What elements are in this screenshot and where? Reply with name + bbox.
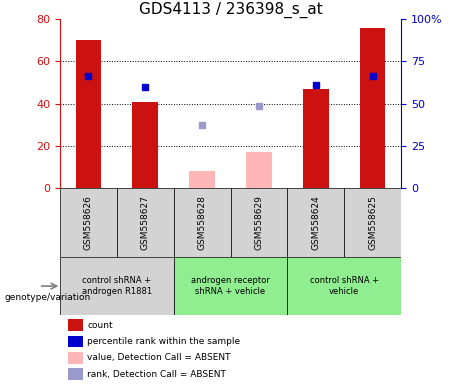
Text: GSM558628: GSM558628 xyxy=(198,195,207,250)
Bar xyxy=(68,368,83,380)
Bar xyxy=(60,257,174,315)
Bar xyxy=(174,188,230,257)
Bar xyxy=(76,40,101,188)
Bar xyxy=(189,171,215,188)
Text: rank, Detection Call = ABSENT: rank, Detection Call = ABSENT xyxy=(88,370,226,379)
Text: GSM558625: GSM558625 xyxy=(368,195,377,250)
Bar xyxy=(246,152,272,188)
Bar xyxy=(117,188,174,257)
Bar xyxy=(132,101,158,188)
Bar xyxy=(68,319,83,331)
Text: GSM558629: GSM558629 xyxy=(254,195,263,250)
Bar xyxy=(360,28,385,188)
Bar xyxy=(60,188,117,257)
Text: control shRNA +
androgen R1881: control shRNA + androgen R1881 xyxy=(82,276,152,296)
Text: androgen receptor
shRNA + vehicle: androgen receptor shRNA + vehicle xyxy=(191,276,270,296)
Title: GDS4113 / 236398_s_at: GDS4113 / 236398_s_at xyxy=(139,2,322,18)
Bar xyxy=(287,188,344,257)
Bar xyxy=(174,257,287,315)
Text: count: count xyxy=(88,321,113,330)
Text: control shRNA +
vehicle: control shRNA + vehicle xyxy=(310,276,379,296)
Bar xyxy=(287,257,401,315)
Text: GSM558626: GSM558626 xyxy=(84,195,93,250)
Bar xyxy=(230,188,287,257)
Text: GSM558627: GSM558627 xyxy=(141,195,150,250)
Text: GSM558624: GSM558624 xyxy=(311,195,320,250)
Bar xyxy=(303,89,329,188)
Text: percentile rank within the sample: percentile rank within the sample xyxy=(88,337,241,346)
Bar xyxy=(344,188,401,257)
Text: genotype/variation: genotype/variation xyxy=(5,293,91,302)
Bar xyxy=(68,352,83,364)
Text: value, Detection Call = ABSENT: value, Detection Call = ABSENT xyxy=(88,353,231,362)
Bar xyxy=(68,336,83,348)
